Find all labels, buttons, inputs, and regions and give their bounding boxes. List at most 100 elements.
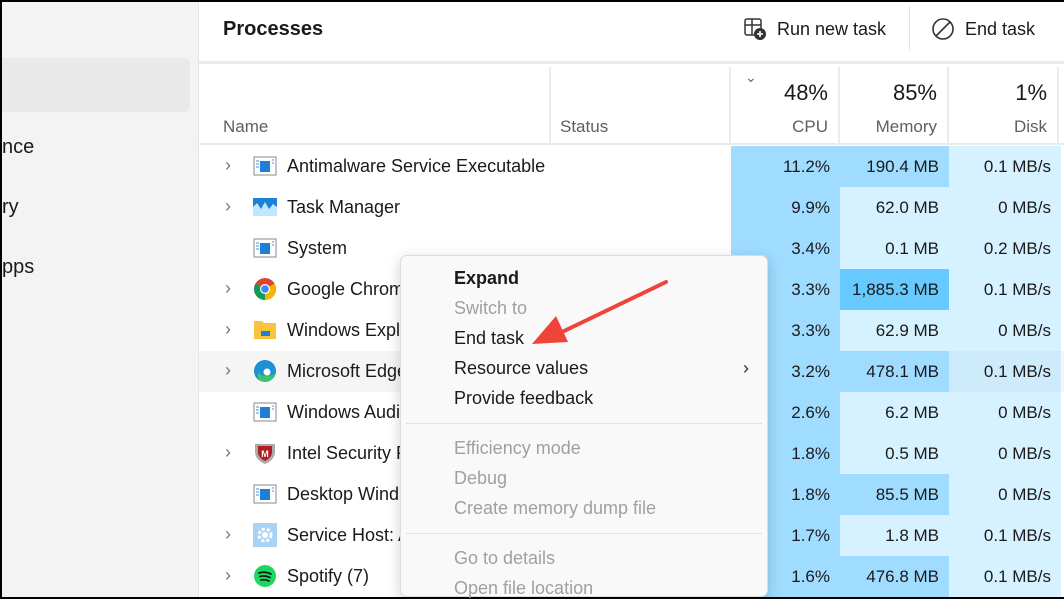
memory-cell: 0.1 MB [840, 228, 949, 269]
chrome-icon [253, 277, 277, 301]
memory-cell: 62.0 MB [840, 187, 949, 228]
disk-cell: 0.2 MB/s [949, 228, 1061, 269]
menu-item-expand[interactable]: Expand [454, 268, 520, 288]
expand-chevron-icon[interactable]: › [225, 360, 231, 380]
process-name: System [287, 238, 348, 258]
memory-cell: 478.1 MB [840, 351, 949, 392]
disk-cell: 0.1 MB/s [949, 146, 1061, 187]
table-row[interactable]: › M Intel Security P 1.8% 0.5 MB 0 MB/s [199, 433, 1064, 474]
process-name: Windows Audi [287, 402, 401, 422]
disk-cell: 0 MB/s [949, 474, 1061, 515]
expand-chevron-icon[interactable]: › [225, 442, 231, 462]
disk-label: Disk [1013, 117, 1047, 136]
app-window-icon [253, 236, 277, 260]
app-window-icon [253, 400, 277, 424]
sidebar-item-app-history[interactable]: ry [2, 196, 19, 218]
disk-total: 1% [1015, 80, 1047, 105]
spotify-icon [253, 564, 277, 588]
edge-icon [253, 359, 277, 383]
expand-chevron-icon[interactable]: › [225, 565, 231, 585]
menu-separator [406, 533, 762, 534]
memory-cell: 190.4 MB [840, 146, 949, 187]
disk-cell: 0.1 MB/s [949, 269, 1061, 310]
disk-cell: 0.1 MB/s [949, 351, 1061, 392]
main-panel: Processes Run new task End task Name Sta… [198, 2, 1064, 597]
memory-label: Memory [875, 117, 937, 136]
menu-separator [406, 423, 762, 424]
menu-item-open-file-location[interactable]: Open file location [454, 578, 594, 598]
table-row[interactable]: › Task Manager 9.9% 62.0 MB 0 MB/s [199, 187, 1064, 228]
sidebar-item-startup-apps[interactable]: pps [2, 256, 35, 278]
menu-item-resource-values[interactable]: Resource values [454, 358, 589, 378]
memory-cell: 85.5 MB [840, 474, 949, 515]
disk-cell: 0 MB/s [949, 310, 1061, 351]
memory-cell: 1,885.3 MB [840, 269, 949, 310]
menu-item-efficiency-mode[interactable]: Efficiency mode [454, 438, 581, 458]
menu-item-create-memory-dump-file[interactable]: Create memory dump file [454, 498, 657, 518]
process-name: Google Chrom [287, 279, 405, 299]
folder-icon [253, 318, 277, 342]
process-name: Microsoft Edge [287, 361, 408, 381]
process-name: Windows Explo [287, 320, 411, 340]
expand-chevron-icon[interactable]: › [225, 155, 231, 175]
table-header: Name Status ⌄ 48% CPU 85% Memory 1% Disk [199, 67, 1064, 145]
submenu-chevron-icon: › [743, 358, 749, 378]
cpu-total: 48% [783, 80, 828, 105]
disk-cell: 0.1 MB/s [949, 515, 1061, 556]
sidebar-item-performance[interactable]: nce [2, 136, 35, 158]
page-title: Processes [223, 18, 324, 40]
memory-cell: 0.5 MB [840, 433, 949, 474]
app-window-icon [253, 154, 277, 178]
expand-chevron-icon[interactable]: › [225, 278, 231, 298]
process-name: Desktop Wind [287, 484, 400, 504]
memory-cell: 6.2 MB [840, 392, 949, 433]
expand-chevron-icon[interactable]: › [225, 524, 231, 544]
end-task-label: End task [965, 18, 1036, 39]
sidebar: nce ry pps [2, 2, 197, 597]
process-name: Intel Security P [287, 443, 409, 463]
disk-cell: 0 MB/s [949, 392, 1061, 433]
run-new-task-button[interactable]: Run new task [743, 14, 886, 44]
toolbar: Processes Run new task End task [199, 2, 1064, 64]
run-new-task-icon [744, 18, 766, 40]
column-name[interactable]: Name [199, 67, 551, 145]
run-new-task-label: Run new task [777, 18, 887, 39]
disk-cell: 0 MB/s [949, 433, 1061, 474]
toolbar-divider [909, 6, 910, 50]
end-task-button[interactable]: End task [931, 14, 1035, 44]
column-memory[interactable]: 85% Memory [840, 67, 949, 145]
menu-item-provide-feedback[interactable]: Provide feedback [454, 388, 594, 408]
gear-icon [253, 523, 277, 547]
column-cpu[interactable]: ⌄ 48% CPU [731, 67, 840, 145]
disk-cell: 0 MB/s [949, 187, 1061, 228]
process-name: Antimalware Service Executable [287, 156, 546, 176]
menu-item-go-to-details[interactable]: Go to details [454, 548, 556, 568]
prohibited-icon [932, 18, 954, 40]
disk-cell: 0.1 MB/s [949, 556, 1061, 597]
app-window-icon [253, 482, 277, 506]
column-status[interactable]: Status [551, 67, 731, 145]
sidebar-item-processes-selected[interactable] [2, 58, 190, 112]
menu-item-debug[interactable]: Debug [454, 468, 508, 488]
cpu-cell: 9.9% [731, 187, 840, 228]
svg-text:M: M [261, 449, 269, 459]
memory-cell: 62.9 MB [840, 310, 949, 351]
expand-chevron-icon[interactable]: › [225, 196, 231, 216]
context-menu: Expand Switch to End task Resource values › P… [400, 255, 768, 598]
task-manager-icon [253, 195, 277, 219]
memory-cell: 1.8 MB [840, 515, 949, 556]
menu-item-switch-to[interactable]: Switch to [454, 298, 528, 318]
cpu-cell: 11.2% [731, 146, 840, 187]
expand-chevron-icon[interactable]: › [225, 319, 231, 339]
column-status-label: Status [560, 117, 609, 136]
process-name: Task Manager [287, 197, 401, 217]
table-row[interactable]: › Antimalware Service Executable 11.2% 190.… [199, 146, 1064, 187]
process-name: Spotify (7) [287, 566, 370, 586]
sort-chevron-down-icon: ⌄ [745, 69, 757, 85]
column-disk[interactable]: 1% Disk [949, 67, 1059, 145]
column-name-label: Name [223, 117, 269, 136]
menu-item-end-task[interactable]: End task [454, 328, 525, 348]
table-row[interactable]: › Windows Explo 3.3% 62.9 MB 0 MB/s [199, 310, 1064, 351]
memory-total: 85% [892, 80, 937, 105]
